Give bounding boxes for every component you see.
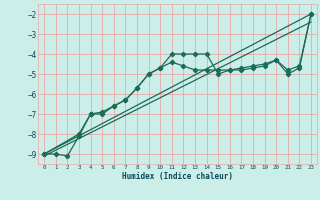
X-axis label: Humidex (Indice chaleur): Humidex (Indice chaleur)	[122, 172, 233, 181]
